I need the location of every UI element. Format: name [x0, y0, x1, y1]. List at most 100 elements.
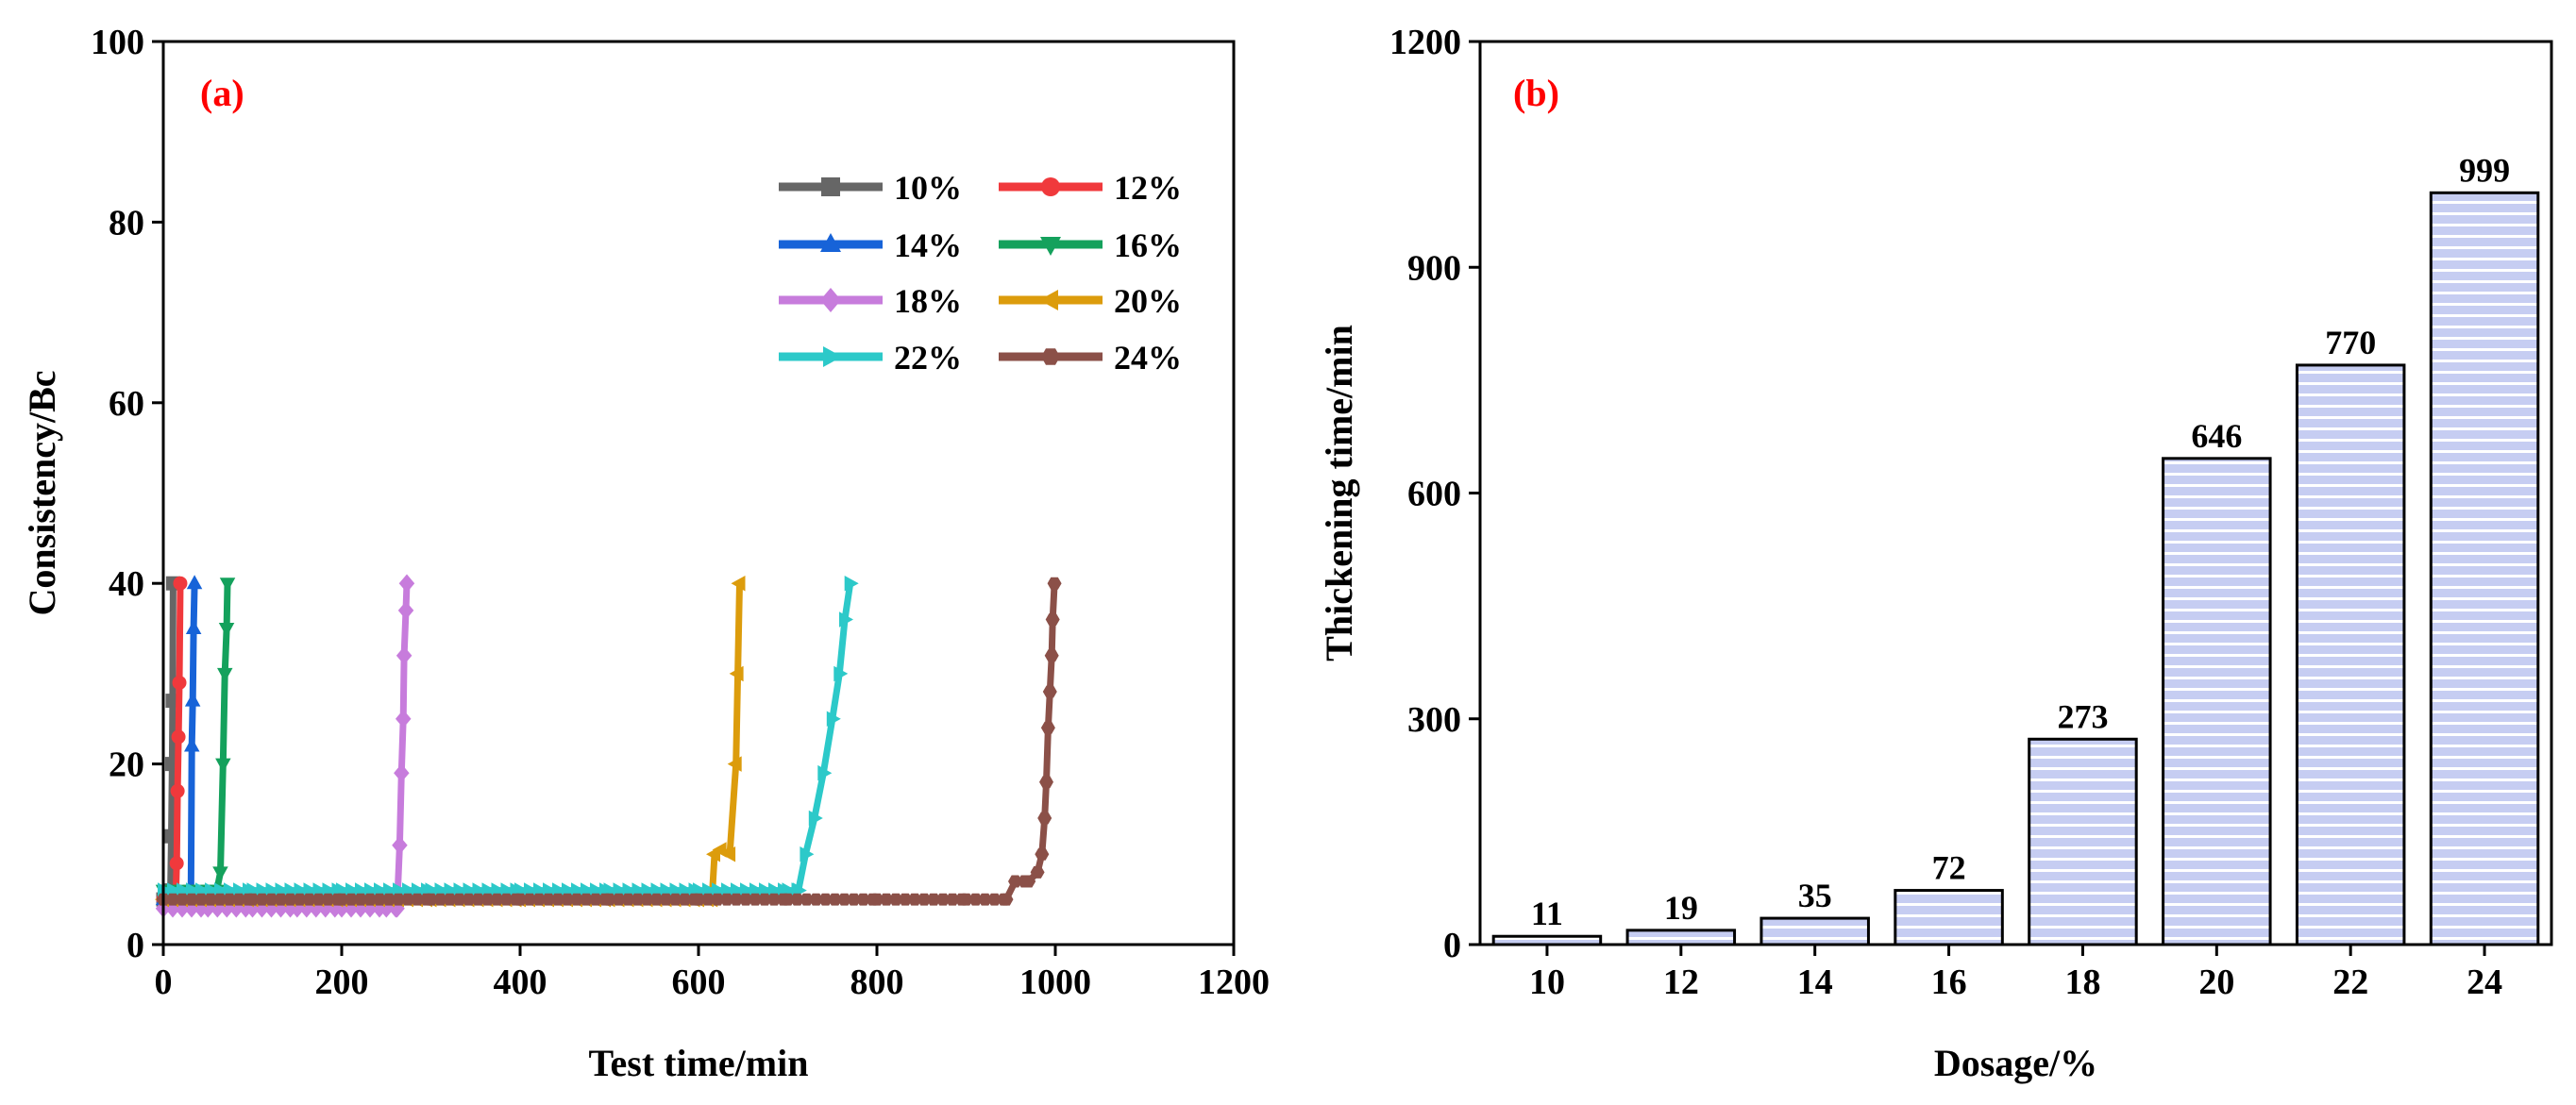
data-point [1042, 685, 1057, 698]
data-point [194, 893, 209, 906]
bar-24 [2429, 191, 2540, 946]
legend-label: 14% [894, 226, 962, 264]
data-point [879, 893, 894, 906]
data-point [1039, 776, 1053, 789]
legend-item-22%: 22% [779, 339, 962, 377]
x-tick-label: 16 [1931, 963, 1967, 1002]
data-point [462, 893, 476, 906]
data-point [579, 893, 594, 906]
data-point [1037, 812, 1052, 825]
data-point [398, 574, 415, 593]
x-axis-title: Dosage/% [1934, 1042, 2097, 1084]
data-point [826, 711, 841, 727]
bar-value-label: 72 [1932, 849, 1966, 887]
y-tick-label: 300 [1407, 700, 1461, 740]
x-tick-label: 22 [2332, 963, 2368, 1002]
legend-item-20%: 20% [999, 282, 1182, 320]
data-point [480, 893, 495, 906]
data-point [392, 836, 408, 855]
series-22% [158, 576, 859, 898]
legend-label: 22% [894, 339, 962, 377]
data-point [264, 893, 278, 906]
legend-marker [821, 177, 840, 196]
data-point [175, 893, 190, 906]
data-point [172, 675, 187, 690]
data-point [738, 893, 753, 906]
data-point [173, 576, 188, 591]
data-point [731, 576, 746, 592]
data-point [302, 893, 316, 906]
x-tick-label: 20 [2198, 963, 2234, 1002]
legend-label: 18% [894, 282, 962, 320]
data-point [987, 893, 1002, 906]
series-24% [156, 577, 1062, 906]
data-point [321, 893, 335, 906]
data-point [170, 783, 185, 798]
data-point [781, 893, 795, 906]
data-point [513, 893, 528, 906]
data-point [522, 893, 537, 906]
y-tick-label: 600 [1407, 475, 1461, 514]
data-point [218, 623, 235, 637]
bar-18 [2028, 737, 2138, 946]
data-point [255, 893, 269, 906]
bar-value-label: 35 [1798, 877, 1832, 914]
x-tick-label: 18 [2064, 963, 2100, 1002]
data-point [212, 893, 227, 906]
data-point [869, 893, 884, 906]
data-point [612, 893, 626, 906]
x-tick-label: 800 [850, 963, 904, 1002]
data-point [621, 893, 635, 906]
series-line [161, 583, 177, 903]
data-point [245, 893, 260, 906]
data-point [165, 893, 180, 906]
data-point [222, 893, 237, 906]
data-point [926, 893, 941, 906]
legend-label: 20% [1114, 282, 1182, 320]
data-point [397, 601, 414, 620]
x-axis-title: Test time/min [589, 1042, 809, 1084]
bar-value-label: 19 [1664, 889, 1698, 927]
data-point [631, 893, 645, 906]
data-point [490, 893, 504, 906]
data-point [381, 893, 396, 906]
y-tick-label: 20 [109, 745, 144, 785]
legend-item-10%: 10% [779, 169, 962, 207]
data-point [215, 758, 231, 773]
data-point [212, 866, 228, 881]
data-point [678, 893, 692, 906]
bar-22 [2295, 363, 2406, 946]
data-point [531, 893, 547, 906]
data-point [391, 893, 406, 906]
data-point [710, 893, 725, 906]
data-point [569, 893, 584, 906]
legend-label: 12% [1114, 169, 1182, 207]
legend-item-12%: 12% [999, 169, 1182, 207]
data-point [499, 893, 514, 906]
x-axis-ticks: 0 200 400 600 800 1000 1200 [155, 945, 1270, 1002]
bar-value-label: 646 [2191, 417, 2242, 455]
series-group [155, 574, 1062, 918]
data-point [847, 893, 861, 906]
legend: 10% 12% 14% 16% 18% 20% 22% 24% [779, 169, 1182, 377]
data-point [839, 611, 853, 628]
data-point [649, 893, 664, 906]
data-point [729, 893, 744, 906]
data-point [203, 893, 218, 906]
y-tick-label: 1200 [1389, 23, 1461, 62]
y-tick-label: 900 [1407, 248, 1461, 288]
series-line [163, 583, 743, 903]
data-point [668, 893, 682, 906]
data-point [888, 893, 903, 906]
y-axis-title: Thickening time/min [1318, 325, 1360, 661]
data-point [640, 893, 654, 906]
data-point [186, 575, 203, 590]
data-point [817, 764, 833, 781]
legend-marker [1039, 290, 1058, 310]
data-point [721, 846, 736, 862]
legend-item-18%: 18% [779, 282, 962, 320]
bar-20 [2162, 457, 2272, 946]
data-point [844, 576, 859, 592]
data-point [790, 893, 804, 906]
